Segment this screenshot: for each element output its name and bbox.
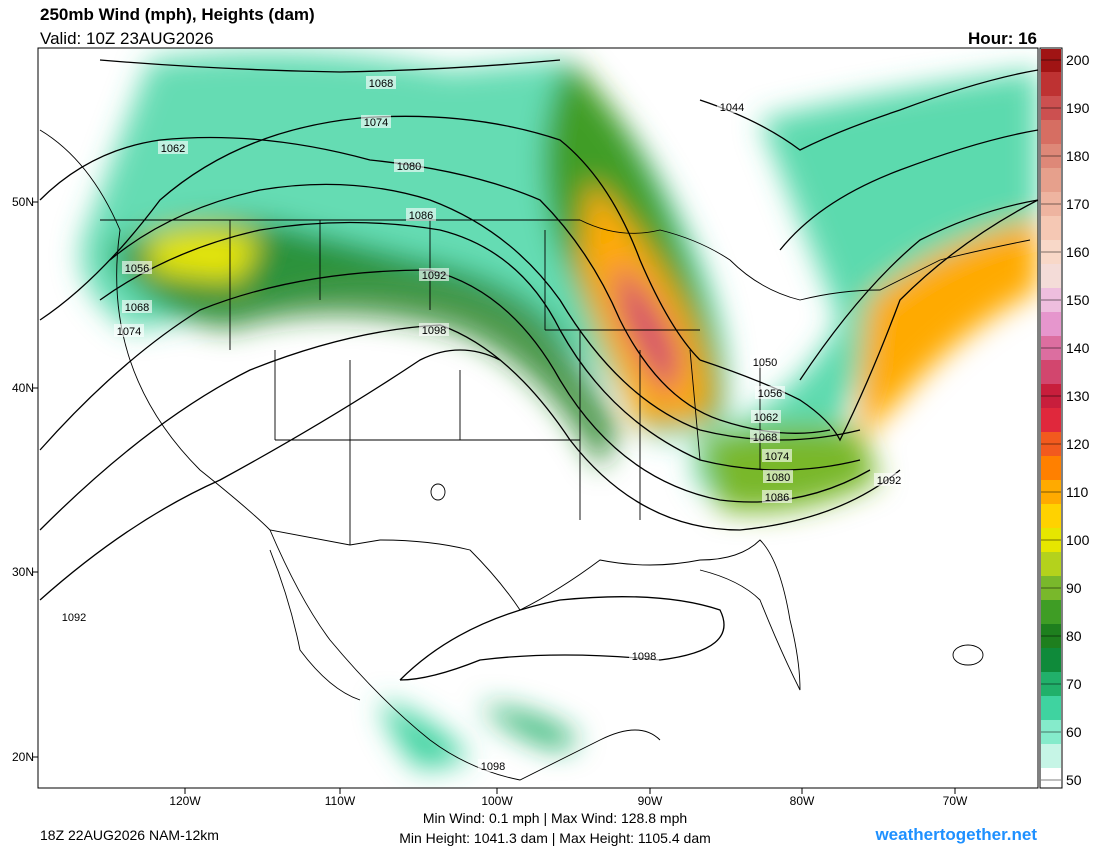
contour-label: 1044 <box>720 102 744 114</box>
contour-label-bg <box>717 100 747 113</box>
colorbar-label: 120 <box>1066 436 1090 452</box>
contour-label: 1074 <box>364 117 388 129</box>
colorbar-label: 140 <box>1066 340 1090 356</box>
colorbar-frame <box>1039 47 1063 789</box>
colorbar-band <box>1041 120 1061 144</box>
contour-label-bg <box>419 268 449 281</box>
wind-range: Min Wind: 0.1 mph | Max Wind: 128.8 mph <box>423 810 687 826</box>
colorbar-band <box>1041 49 1061 72</box>
contour-label: 1074 <box>117 326 141 338</box>
contour-label: 1092 <box>62 612 86 624</box>
contour-label-bg <box>762 449 792 462</box>
colorbar-band <box>1041 72 1061 96</box>
height-range: Min Height: 1041.3 dam | Max Height: 110… <box>399 830 711 846</box>
contour-label: 1080 <box>397 161 421 173</box>
map-frame <box>37 47 1039 789</box>
lon-label: 110W <box>325 794 356 808</box>
contour-label: 1062 <box>161 143 185 155</box>
colorbar-label: 160 <box>1066 244 1090 260</box>
lon-label: 90W <box>638 794 663 808</box>
colorbar-band <box>1041 744 1061 768</box>
lat-label: 20N <box>12 750 34 764</box>
contour-label-bg <box>394 159 424 172</box>
colorbar-band <box>1041 264 1061 288</box>
colorbar-band <box>1041 552 1061 576</box>
contour-label-bg <box>874 473 904 486</box>
colorbar-band <box>1041 216 1061 240</box>
colorbar-band <box>1041 600 1061 624</box>
colorbar-band <box>1041 696 1061 720</box>
contour-label: 1098 <box>632 651 656 663</box>
colorbar-label: 80 <box>1066 628 1082 644</box>
height-contours <box>39 59 1038 681</box>
contour-label-bg <box>122 300 152 313</box>
contour-label-bg <box>158 141 188 154</box>
contour-label-bg <box>406 208 436 221</box>
contour-label: 1074 <box>765 451 789 463</box>
colorbar-band <box>1041 312 1061 336</box>
contour-label-bg <box>122 261 152 274</box>
contour-label: 1062 <box>754 412 778 424</box>
contour-label: 1080 <box>766 472 790 484</box>
contour-label: 1068 <box>369 78 393 90</box>
contour-label-bg <box>763 470 793 483</box>
colorbar-label: 50 <box>1066 772 1082 788</box>
contour-label-bg <box>366 76 396 89</box>
contour-label-bg <box>629 649 659 662</box>
contour-label-bg <box>114 324 144 337</box>
contour-label: 1056 <box>758 388 782 400</box>
colorbar-band <box>1041 168 1061 192</box>
contour-label: 1086 <box>765 492 789 504</box>
lon-label: 120W <box>169 794 201 808</box>
contour-label-bg <box>751 410 781 423</box>
lon-label: 80W <box>790 794 815 808</box>
contour-label: 1068 <box>125 302 149 314</box>
contour-label: 1098 <box>422 325 446 337</box>
contour-label-bg <box>419 323 449 336</box>
colorbar-band <box>1041 504 1061 528</box>
colorbar-label: 180 <box>1066 148 1090 164</box>
contour-label: 1050 <box>753 357 777 369</box>
lat-label: 30N <box>12 565 34 579</box>
contour-label: 1092 <box>877 475 901 487</box>
contour-label-bg <box>59 610 89 623</box>
contour-label-bg <box>755 386 785 399</box>
colorbar-label: 90 <box>1066 580 1082 596</box>
colorbar-band <box>1041 648 1061 672</box>
colorbar-label: 170 <box>1066 196 1090 212</box>
contour-label: 1092 <box>422 270 446 282</box>
colorbar-band <box>1041 408 1061 432</box>
colorbar-label: 130 <box>1066 388 1090 404</box>
colorbar-band <box>1041 768 1061 787</box>
contour-label-bg <box>750 430 780 443</box>
contour-label-bg <box>762 490 792 503</box>
contour-label-bg <box>750 355 780 368</box>
colorbar-label: 100 <box>1066 532 1090 548</box>
forecast-hour: Hour: 16 <box>968 29 1037 48</box>
lat-label: 50N <box>12 195 34 209</box>
colorbar-band <box>1041 360 1061 384</box>
model-run: 18Z 22AUG2026 NAM-12km <box>40 827 219 843</box>
lon-label: 70W <box>943 794 968 808</box>
colorbar-label: 150 <box>1066 292 1090 308</box>
colorbar-label: 70 <box>1066 676 1082 692</box>
lat-label: 40N <box>12 381 34 395</box>
contour-label: 1086 <box>409 210 433 222</box>
contour-label: 1056 <box>125 263 149 275</box>
contour-label-bg <box>478 759 508 772</box>
site-credit: weathertogether.net <box>874 825 1037 844</box>
colorbar-label: 60 <box>1066 724 1082 740</box>
contour-label: 1068 <box>753 432 777 444</box>
contour-label-bg <box>361 115 391 128</box>
valid-time: Valid: 10Z 23AUG2026 <box>40 29 214 48</box>
colorbar-band <box>1041 456 1061 480</box>
map <box>38 48 1038 788</box>
lon-label: 100W <box>481 794 513 808</box>
colorbar-label: 190 <box>1066 100 1090 116</box>
title: 250mb Wind (mph), Heights (dam) <box>40 5 315 24</box>
colorbar-label: 200 <box>1066 52 1090 68</box>
colorbar-label: 110 <box>1066 484 1089 500</box>
contour-label: 1098 <box>481 761 505 773</box>
